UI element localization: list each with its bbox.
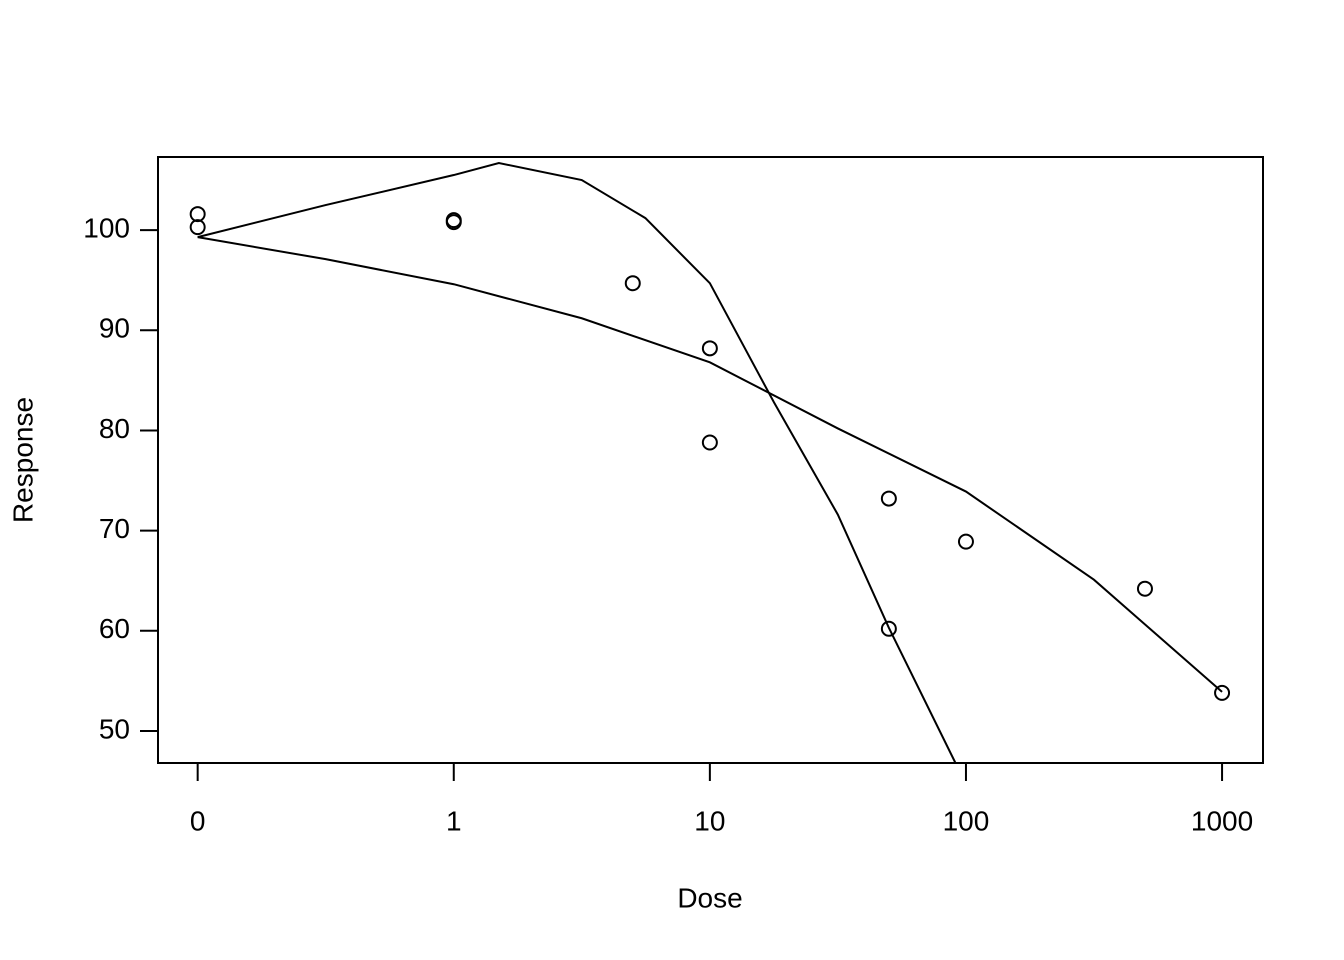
point: [189, 219, 206, 236]
point: [1136, 580, 1153, 597]
fit-curve: [197, 161, 957, 763]
y-tick-label: 50: [99, 713, 130, 744]
x-tick-label: 1: [446, 805, 462, 836]
point: [624, 275, 641, 292]
point: [1214, 684, 1231, 701]
point: [957, 533, 974, 550]
plot-frame: [157, 156, 1264, 764]
y-tick-label: 90: [99, 313, 130, 344]
x-tick-label: 1000: [1191, 805, 1253, 836]
y-tick-label: 80: [99, 413, 130, 444]
point: [189, 206, 206, 223]
x-tick-label: 0: [190, 805, 206, 836]
point: [880, 490, 897, 507]
y-axis-label: Response: [7, 397, 38, 523]
y-tick-label: 70: [99, 513, 130, 544]
x-tick-label: 100: [943, 805, 990, 836]
point: [445, 214, 462, 231]
fit-curve: [197, 236, 1223, 693]
point: [701, 340, 718, 357]
y-tick-label: 100: [83, 213, 130, 244]
point: [701, 434, 718, 451]
x-axis-label: Dose: [677, 882, 742, 913]
y-tick-label: 60: [99, 613, 130, 644]
point: [880, 620, 897, 637]
curves: [197, 161, 1223, 763]
x-tick-label: 10: [694, 805, 725, 836]
